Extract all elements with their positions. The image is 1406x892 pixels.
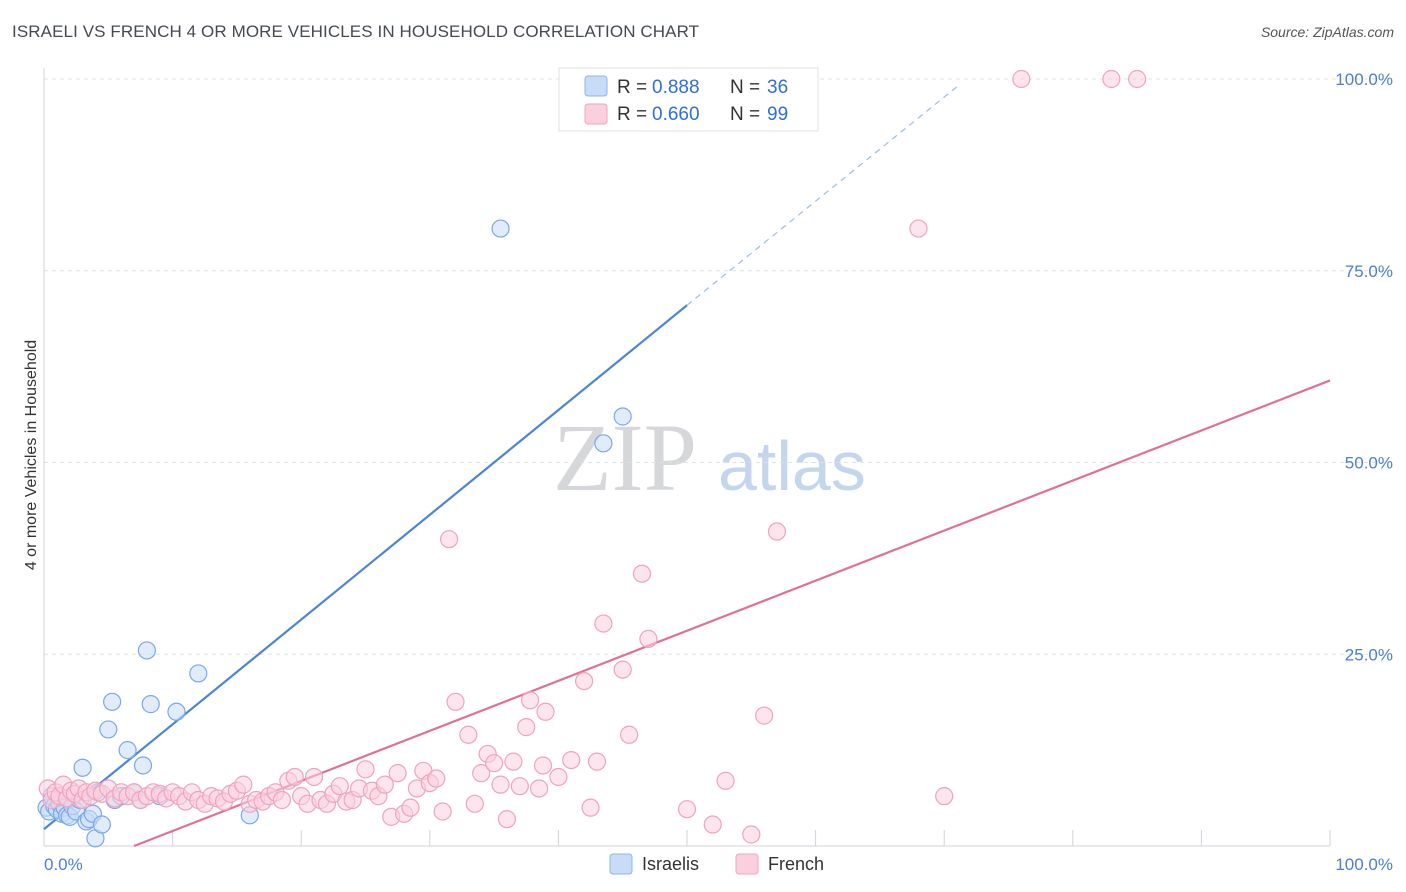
bottom-legend-swatch-french <box>735 853 759 875</box>
data-point <box>73 758 92 777</box>
data-point <box>581 798 600 817</box>
data-point <box>459 725 478 744</box>
data-point <box>632 564 652 583</box>
data-point <box>517 718 536 737</box>
bottom-legend-label-french: French <box>768 854 824 874</box>
legend-r-value-french: 0.660 <box>652 104 700 125</box>
data-point <box>521 691 540 710</box>
data-point <box>575 671 594 691</box>
data-point <box>562 750 581 770</box>
watermark-atlas: atlas <box>718 427 866 505</box>
data-points <box>37 69 1147 848</box>
chart-title: ISRAELI VS FRENCH 4 OR MORE VEHICLES IN … <box>12 22 700 41</box>
legend-n-value-israelis: 36 <box>767 77 788 98</box>
data-point <box>613 660 632 679</box>
legend-n-label-israelis: N = <box>730 77 760 98</box>
data-point <box>388 764 407 783</box>
x-tick-label: 100.0% <box>1335 855 1393 874</box>
series-french <box>38 69 1147 844</box>
y-axis-label: 4 or more Vehicles in Household <box>23 340 40 570</box>
data-point <box>1012 69 1031 89</box>
data-point <box>92 815 111 834</box>
data-point <box>935 787 954 806</box>
data-point <box>536 702 555 721</box>
data-point <box>485 754 504 773</box>
source-credit: Source: ZipAtlas.com <box>1260 24 1394 40</box>
data-point <box>465 794 484 813</box>
data-point <box>356 760 375 779</box>
data-point <box>141 695 160 714</box>
trend-lines <box>43 86 1331 848</box>
data-point <box>1102 69 1121 89</box>
data-point <box>433 802 452 821</box>
data-point <box>99 720 118 739</box>
data-point <box>491 219 510 238</box>
data-point <box>594 434 613 453</box>
tick-labels: 25.0% 50.0% 75.0% 100.0% 0.0% 100.0% <box>44 70 1393 874</box>
data-point <box>103 692 122 711</box>
data-point <box>504 752 523 771</box>
data-point <box>639 629 658 649</box>
bottom-legend-swatch-israelis <box>609 853 633 875</box>
data-point <box>375 775 394 794</box>
data-point <box>533 756 553 775</box>
data-point <box>234 775 253 794</box>
data-point <box>587 752 607 771</box>
data-point <box>472 764 491 783</box>
data-point <box>272 790 292 810</box>
y-tick-label: 100.0% <box>1335 70 1393 89</box>
data-point <box>510 777 529 796</box>
data-point <box>703 815 722 834</box>
legend: R = 0.888 N = 36 R = 0.660 N = 99 <box>558 67 819 132</box>
data-point <box>491 775 510 794</box>
axes <box>43 68 1331 847</box>
legend-r-label-french: R = <box>617 104 647 125</box>
data-point <box>189 664 208 683</box>
data-point <box>677 800 697 819</box>
data-point <box>167 702 186 721</box>
x-tick-label: 0.0% <box>44 855 83 874</box>
data-point <box>401 798 420 817</box>
data-point <box>755 706 774 725</box>
data-point <box>118 741 137 760</box>
legend-n-value-french: 99 <box>767 104 788 125</box>
y-tick-label: 25.0% <box>1345 645 1393 664</box>
data-point <box>446 692 465 711</box>
data-point <box>909 219 928 238</box>
data-point <box>767 522 787 541</box>
data-point <box>530 779 549 798</box>
legend-swatch-french <box>584 103 608 125</box>
data-point <box>620 725 639 744</box>
data-point <box>497 810 517 829</box>
data-point <box>304 767 324 787</box>
data-point <box>133 756 153 775</box>
data-point <box>742 825 761 844</box>
data-point <box>549 767 568 787</box>
series-israelis <box>37 219 632 848</box>
trend-line-israelis <box>43 304 688 830</box>
y-tick-label: 50.0% <box>1345 454 1393 473</box>
legend-r-value-israelis: 0.888 <box>652 77 700 98</box>
bottom-legend: Israelis French <box>609 853 824 875</box>
legend-r-label-israelis: R = <box>617 77 647 98</box>
trend-line-french <box>133 379 1331 848</box>
data-point <box>330 777 349 796</box>
bottom-legend-label-israelis: Israelis <box>642 854 699 874</box>
data-point <box>1127 69 1147 89</box>
data-point <box>716 771 735 790</box>
data-point <box>137 641 156 660</box>
trend-extension-israelis <box>686 86 958 306</box>
y-tick-label: 75.0% <box>1345 262 1393 281</box>
data-point <box>439 530 459 549</box>
data-point <box>285 767 304 787</box>
legend-swatch-israelis <box>584 75 608 97</box>
data-point <box>594 614 613 633</box>
legend-n-label-french: N = <box>730 104 760 125</box>
grid-lines <box>44 78 1390 655</box>
data-point <box>613 407 632 426</box>
data-point <box>427 769 446 788</box>
